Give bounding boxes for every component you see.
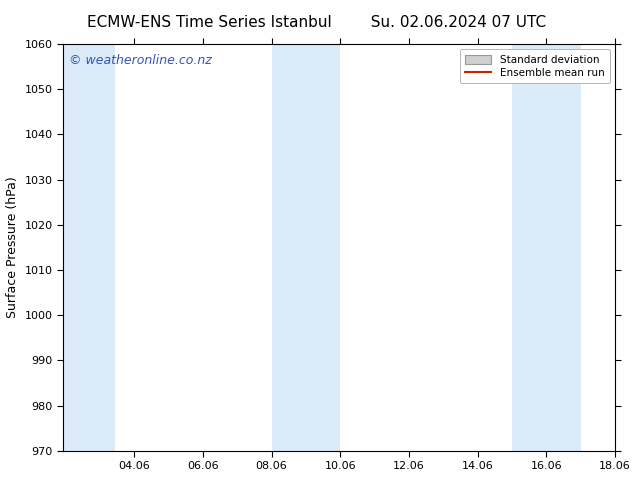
Bar — [512, 44, 581, 451]
Legend: Standard deviation, Ensemble mean run: Standard deviation, Ensemble mean run — [460, 49, 610, 83]
Bar — [63, 44, 115, 451]
Bar — [271, 44, 340, 451]
Y-axis label: Surface Pressure (hPa): Surface Pressure (hPa) — [6, 176, 19, 318]
Text: ECMW-ENS Time Series Istanbul        Su. 02.06.2024 07 UTC: ECMW-ENS Time Series Istanbul Su. 02.06.… — [87, 15, 547, 30]
Text: © weatheronline.co.nz: © weatheronline.co.nz — [69, 54, 212, 67]
